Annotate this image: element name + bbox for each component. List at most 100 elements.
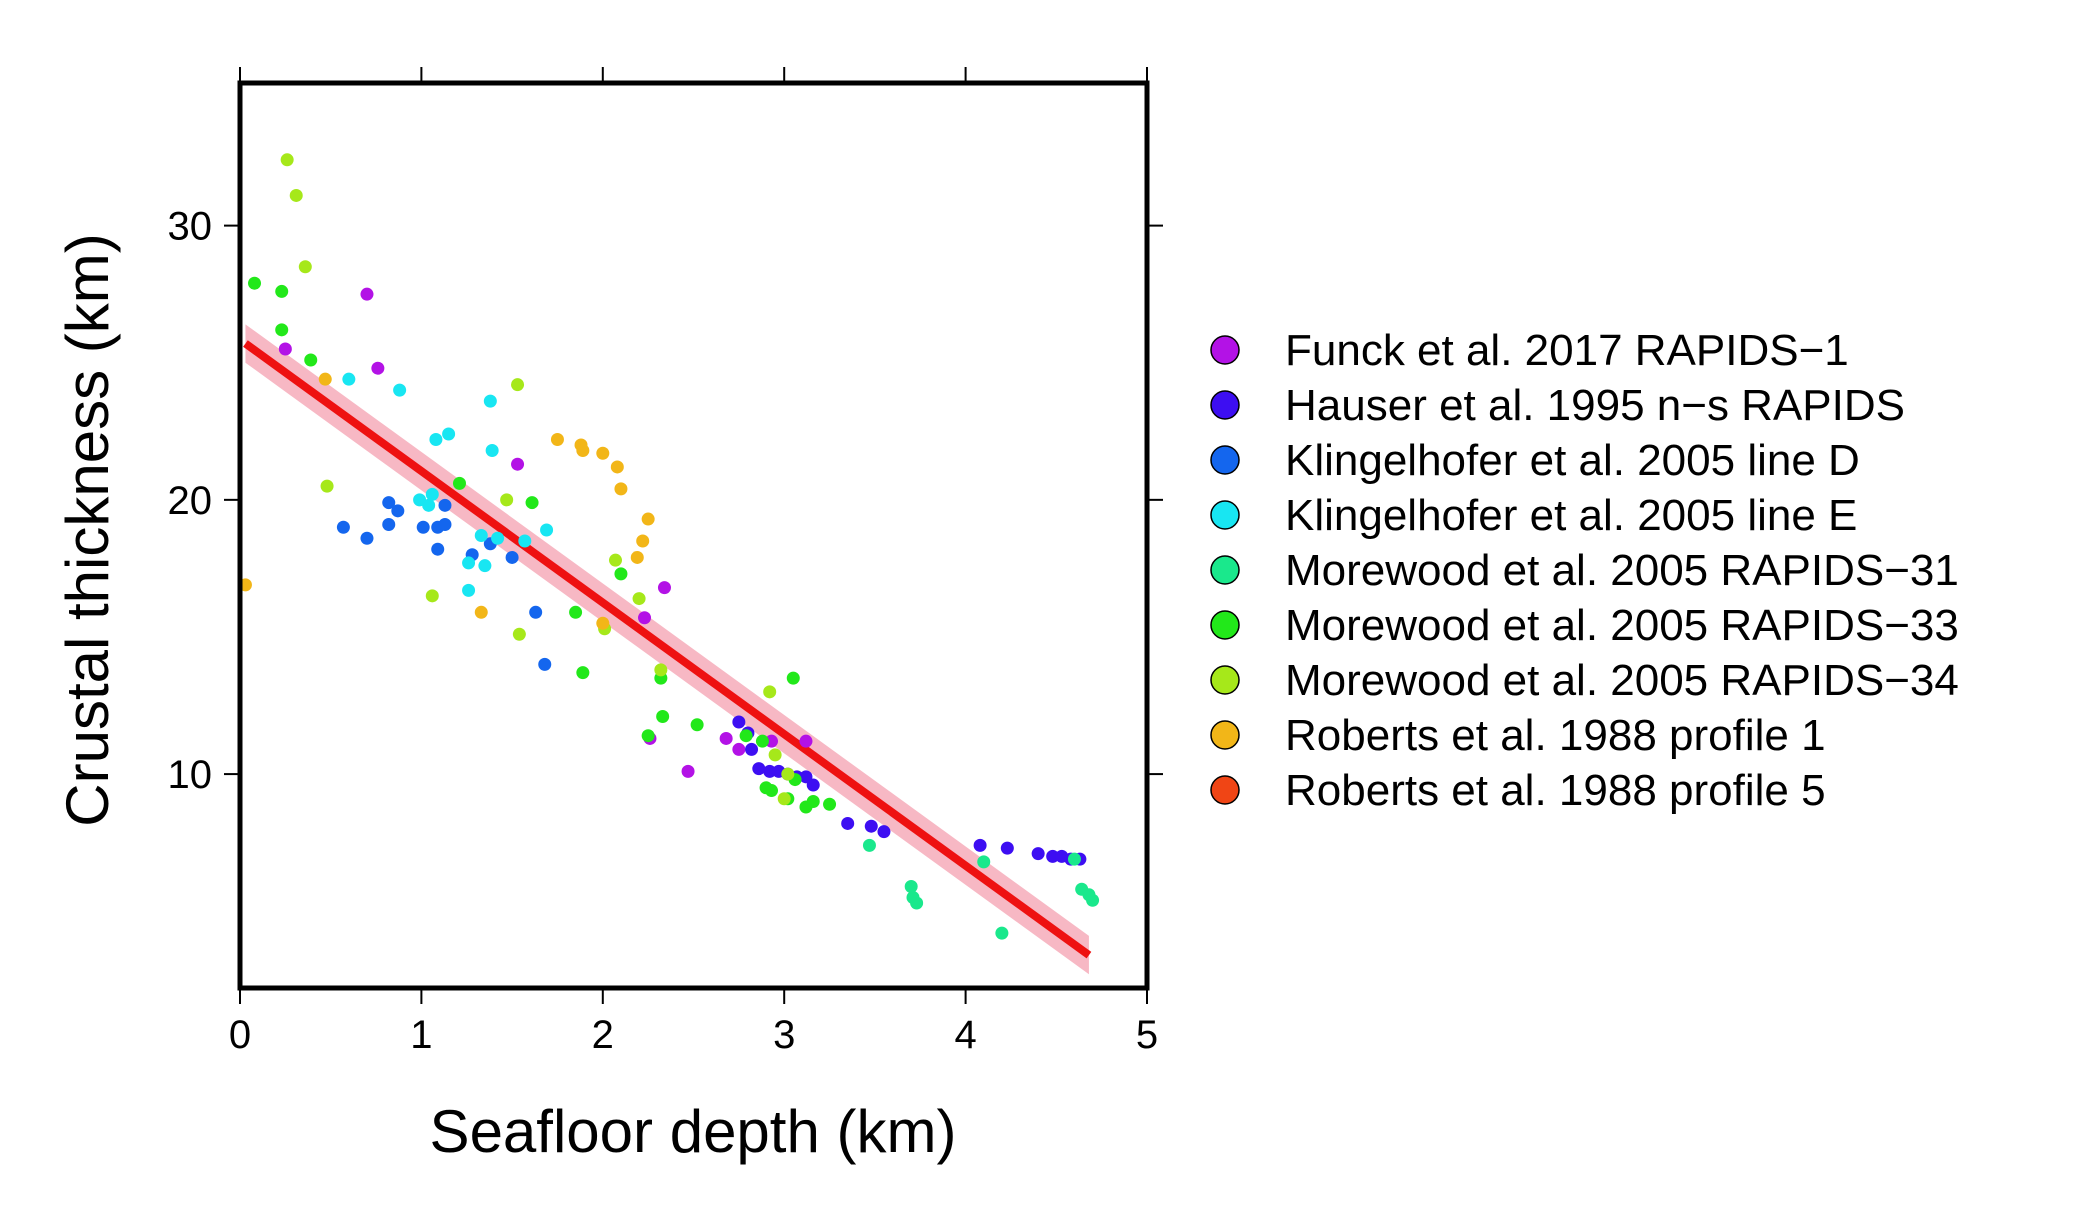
legend-item: Funck et al. 2017 RAPIDS−1 bbox=[1210, 326, 1849, 375]
data-point bbox=[977, 855, 991, 869]
plot-area bbox=[240, 153, 1100, 975]
data-point bbox=[632, 592, 646, 606]
legend-label: Morewood et al. 2005 RAPIDS−33 bbox=[1285, 601, 1959, 650]
data-point bbox=[393, 383, 407, 397]
axis-ticks bbox=[224, 67, 1163, 1004]
data-point bbox=[275, 323, 289, 337]
data-point bbox=[732, 742, 746, 756]
data-point bbox=[438, 498, 452, 512]
x-tick-label: 5 bbox=[1136, 1013, 1158, 1057]
data-point bbox=[518, 534, 532, 548]
data-point bbox=[474, 605, 488, 619]
data-point bbox=[576, 443, 590, 457]
data-point bbox=[745, 742, 759, 756]
y-tick-label: 10 bbox=[168, 753, 213, 797]
data-point bbox=[638, 611, 652, 625]
legend-label: Roberts et al. 1988 profile 5 bbox=[1285, 766, 1826, 815]
legend-item: Roberts et al. 1988 profile 1 bbox=[1210, 711, 1826, 760]
data-point bbox=[877, 825, 891, 839]
data-point bbox=[752, 762, 766, 776]
data-point bbox=[681, 764, 695, 778]
data-point bbox=[841, 816, 855, 830]
data-point bbox=[478, 559, 492, 573]
data-point bbox=[690, 718, 704, 732]
data-point bbox=[336, 520, 350, 534]
legend-label: Hauser et al. 1995 n−s RAPIDS bbox=[1285, 381, 1905, 430]
data-point bbox=[360, 287, 374, 301]
x-tick-label: 2 bbox=[592, 1013, 614, 1057]
data-point bbox=[382, 518, 396, 532]
legend-marker bbox=[1210, 335, 1240, 365]
data-point bbox=[862, 838, 876, 852]
legend-item: Roberts et al. 1988 profile 5 bbox=[1210, 766, 1826, 815]
y-tick-label: 30 bbox=[168, 205, 213, 249]
data-point bbox=[289, 188, 303, 202]
data-point bbox=[654, 663, 668, 677]
plot-frame bbox=[237, 80, 1150, 991]
data-point bbox=[1046, 849, 1060, 863]
data-point bbox=[973, 838, 987, 852]
data-point bbox=[799, 734, 813, 748]
data-point bbox=[596, 616, 610, 630]
data-point bbox=[765, 784, 779, 798]
data-point bbox=[512, 627, 526, 641]
data-point bbox=[765, 734, 779, 748]
data-point bbox=[576, 666, 590, 680]
data-point bbox=[777, 792, 791, 806]
legend-label: Klingelhofer et al. 2005 line E bbox=[1285, 491, 1857, 540]
data-point bbox=[610, 460, 624, 474]
data-point bbox=[768, 748, 782, 762]
legend-marker bbox=[1210, 665, 1240, 695]
data-point bbox=[732, 715, 746, 729]
data-point bbox=[525, 496, 539, 510]
legend-marker bbox=[1210, 500, 1240, 530]
legend-item: Morewood et al. 2005 RAPIDS−34 bbox=[1210, 656, 1959, 705]
x-tick-label: 4 bbox=[954, 1013, 976, 1057]
data-point bbox=[248, 276, 262, 290]
data-point bbox=[864, 819, 878, 833]
data-point bbox=[641, 729, 655, 743]
x-tick-label: 3 bbox=[773, 1013, 795, 1057]
legend-item: Klingelhofer et al. 2005 line E bbox=[1210, 491, 1857, 540]
legend-marker bbox=[1210, 445, 1240, 475]
legend-marker bbox=[1210, 775, 1240, 805]
data-point bbox=[425, 487, 439, 501]
data-point bbox=[823, 797, 837, 811]
data-point bbox=[614, 567, 628, 581]
data-point bbox=[569, 605, 583, 619]
data-point bbox=[298, 260, 312, 274]
data-point bbox=[438, 518, 452, 532]
legend-item: Hauser et al. 1995 n−s RAPIDS bbox=[1210, 381, 1905, 430]
data-point bbox=[391, 504, 405, 518]
data-point bbox=[806, 778, 820, 792]
data-point bbox=[371, 361, 385, 375]
data-point bbox=[763, 685, 777, 699]
data-point bbox=[240, 578, 252, 592]
data-point bbox=[910, 896, 924, 910]
data-point bbox=[280, 153, 294, 167]
data-point bbox=[1086, 893, 1100, 907]
data-point bbox=[462, 583, 476, 597]
data-point bbox=[431, 542, 445, 556]
data-point bbox=[719, 731, 733, 745]
data-point bbox=[360, 531, 374, 545]
data-point bbox=[781, 767, 795, 781]
data-point bbox=[636, 534, 650, 548]
legend-label: Morewood et al. 2005 RAPIDS−31 bbox=[1285, 546, 1959, 595]
data-point bbox=[491, 531, 505, 545]
data-point bbox=[995, 926, 1009, 940]
legend-label: Morewood et al. 2005 RAPIDS−34 bbox=[1285, 656, 1959, 705]
data-point bbox=[485, 443, 499, 457]
data-point bbox=[304, 353, 318, 367]
legend-item: Klingelhofer et al. 2005 line D bbox=[1210, 436, 1860, 485]
legend-label: Klingelhofer et al. 2005 line D bbox=[1285, 436, 1860, 485]
data-point bbox=[641, 512, 655, 526]
legend-marker bbox=[1210, 390, 1240, 420]
data-point bbox=[275, 284, 289, 298]
data-point bbox=[630, 550, 644, 564]
data-point bbox=[755, 734, 769, 748]
data-point bbox=[904, 880, 918, 894]
legend-item: Morewood et al. 2005 RAPIDS−33 bbox=[1210, 601, 1959, 650]
data-point bbox=[1000, 841, 1014, 855]
